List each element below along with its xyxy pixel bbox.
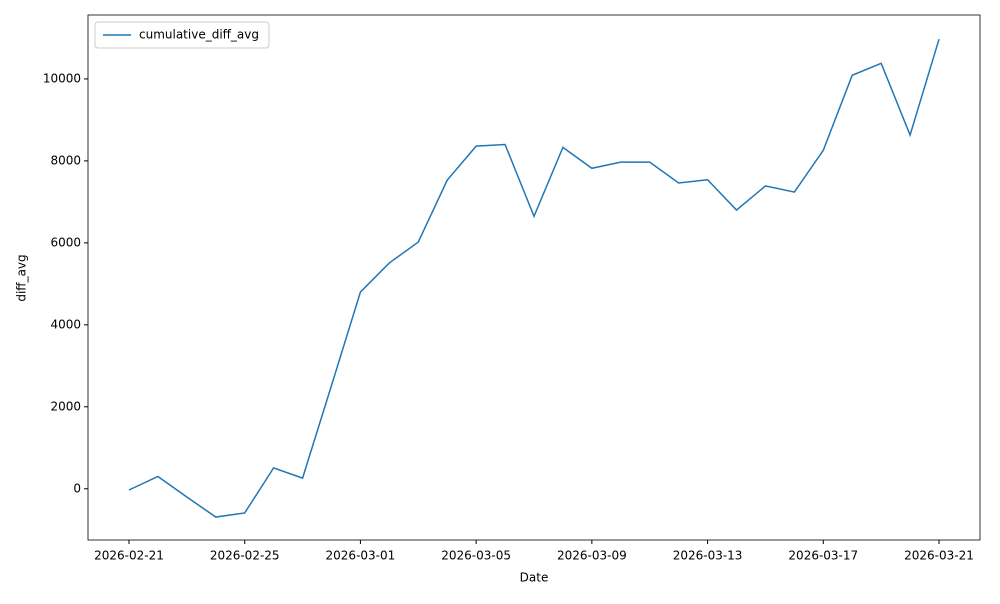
x-tick-label: 2026-03-21	[904, 549, 974, 563]
y-tick-label: 10000	[43, 71, 81, 85]
x-tick-label: 2026-03-09	[557, 549, 627, 563]
x-tick-label: 2026-03-13	[673, 549, 743, 563]
x-tick-label: 2026-03-05	[441, 549, 511, 563]
legend-label: cumulative_diff_avg	[139, 28, 259, 42]
y-tick-label: 2000	[50, 399, 81, 413]
y-axis-label: diff_avg	[15, 254, 29, 301]
x-tick-label: 2026-02-25	[210, 549, 280, 563]
x-axis-label: Date	[520, 571, 549, 585]
y-tick-label: 8000	[50, 153, 81, 167]
plot-frame	[87, 14, 981, 541]
y-tick-label: 6000	[50, 235, 81, 249]
y-tick-label: 4000	[50, 317, 81, 331]
data-line	[128, 38, 940, 518]
legend-box	[94, 21, 270, 49]
y-tick-label: 0	[73, 481, 81, 495]
x-tick-label: 2026-03-17	[788, 549, 858, 563]
x-tick-label: 2026-03-01	[326, 549, 396, 563]
x-tick-label: 2026-02-21	[94, 549, 164, 563]
